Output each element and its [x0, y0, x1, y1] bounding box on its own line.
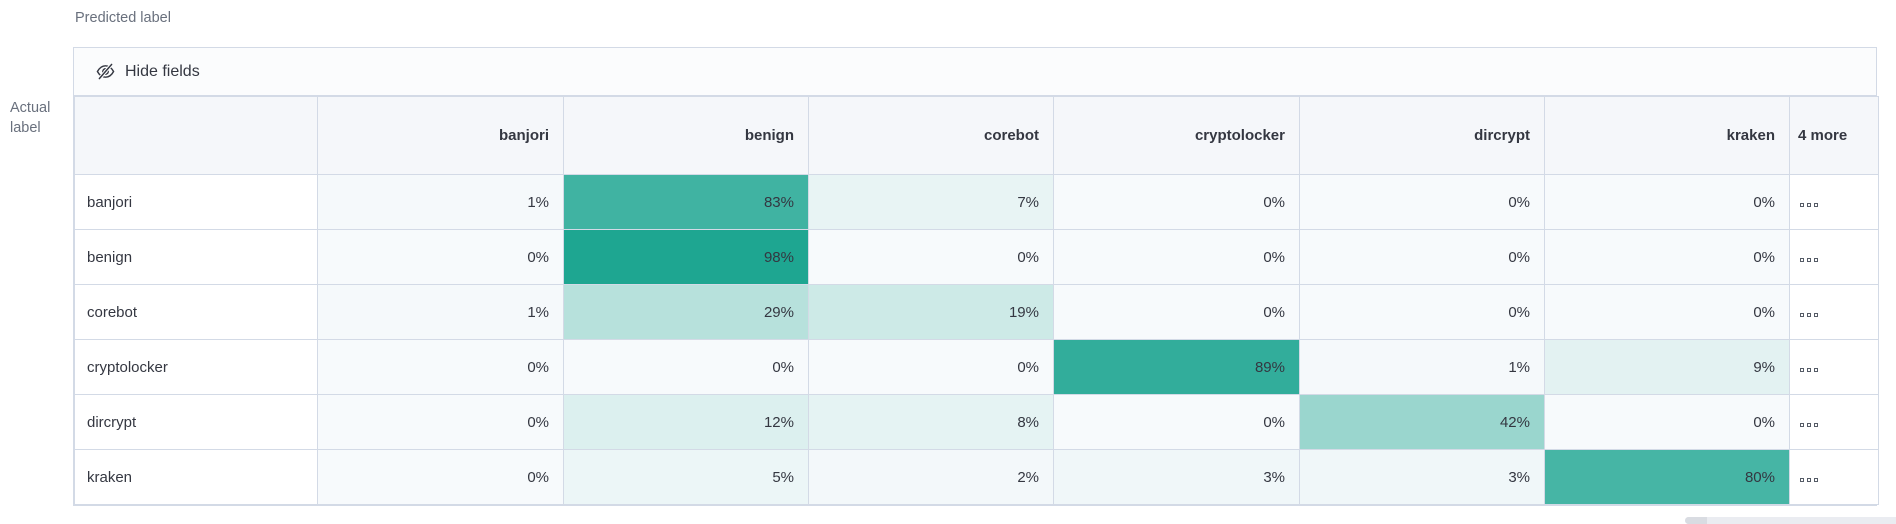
- column-header-cryptolocker[interactable]: cryptolocker: [1053, 96, 1300, 175]
- row-label-cryptolocker: cryptolocker: [74, 339, 318, 395]
- cell-kraken-kraken: 80%: [1544, 449, 1790, 505]
- cell-dircrypt-benign: 12%: [563, 394, 809, 450]
- cell-kraken-benign: 5%: [563, 449, 809, 505]
- predicted-axis-label: Predicted label: [75, 10, 171, 26]
- row-label-dircrypt: dircrypt: [74, 394, 318, 450]
- more-columns-header[interactable]: 4 more: [1789, 96, 1879, 175]
- cell-benign-cryptolocker: 0%: [1053, 229, 1300, 285]
- actual-axis-label-line1: Actual: [10, 100, 51, 116]
- cell-cryptolocker-benign: 0%: [563, 339, 809, 395]
- more-cells-button-banjori[interactable]: [1789, 174, 1879, 230]
- cell-corebot-corebot: 19%: [808, 284, 1054, 340]
- cell-banjori-banjori: 1%: [317, 174, 564, 230]
- cell-dircrypt-corebot: 8%: [808, 394, 1054, 450]
- cell-kraken-dircrypt: 3%: [1299, 449, 1545, 505]
- boxes-horizontal-icon: [1800, 257, 1818, 262]
- matrix-header-row: banjori benign corebot cryptolocker dircrypt…: [74, 96, 1879, 175]
- cell-cryptolocker-kraken: 9%: [1544, 339, 1790, 395]
- cell-benign-benign: 98%: [563, 229, 809, 285]
- more-cells-button-kraken[interactable]: [1789, 449, 1879, 505]
- boxes-horizontal-icon: [1800, 202, 1818, 207]
- column-header-kraken[interactable]: kraken: [1544, 96, 1790, 175]
- cell-corebot-banjori: 1%: [317, 284, 564, 340]
- cell-benign-kraken: 0%: [1544, 229, 1790, 285]
- column-header-benign[interactable]: benign: [563, 96, 809, 175]
- cell-kraken-corebot: 2%: [808, 449, 1054, 505]
- cell-dircrypt-cryptolocker: 0%: [1053, 394, 1300, 450]
- cell-cryptolocker-cryptolocker: 89%: [1053, 339, 1300, 395]
- cell-corebot-cryptolocker: 0%: [1053, 284, 1300, 340]
- hide-fields-label: Hide fields: [125, 62, 200, 80]
- grid-toolbar: Hide fields: [74, 48, 1876, 96]
- boxes-horizontal-icon: [1800, 367, 1818, 372]
- column-header-dircrypt[interactable]: dircrypt: [1299, 96, 1545, 175]
- row-label-banjori: banjori: [74, 174, 318, 230]
- column-header-banjori[interactable]: banjori: [317, 96, 564, 175]
- cell-benign-banjori: 0%: [317, 229, 564, 285]
- cell-kraken-banjori: 0%: [317, 449, 564, 505]
- cell-banjori-kraken: 0%: [1544, 174, 1790, 230]
- column-header-corebot[interactable]: corebot: [808, 96, 1054, 175]
- cell-benign-dircrypt: 0%: [1299, 229, 1545, 285]
- cell-corebot-benign: 29%: [563, 284, 809, 340]
- cell-banjori-benign: 83%: [563, 174, 809, 230]
- confusion-matrix-table: banjori benign corebot cryptolocker dircrypt…: [74, 96, 1879, 505]
- matrix-row-kraken: kraken 0% 5% 2% 3% 3% 80%: [74, 449, 1879, 505]
- row-label-benign: benign: [74, 229, 318, 285]
- boxes-horizontal-icon: [1800, 477, 1818, 482]
- more-cells-button-cryptolocker[interactable]: [1789, 339, 1879, 395]
- scrollbar-cap: [1685, 517, 1707, 524]
- cell-banjori-corebot: 7%: [808, 174, 1054, 230]
- more-cells-button-dircrypt[interactable]: [1789, 394, 1879, 450]
- boxes-horizontal-icon: [1800, 422, 1818, 427]
- cell-corebot-kraken: 0%: [1544, 284, 1790, 340]
- cell-benign-corebot: 0%: [808, 229, 1054, 285]
- cell-dircrypt-dircrypt: 42%: [1299, 394, 1545, 450]
- cell-kraken-cryptolocker: 3%: [1053, 449, 1300, 505]
- hide-fields-button[interactable]: Hide fields: [74, 62, 200, 81]
- matrix-row-corebot: corebot 1% 29% 19% 0% 0% 0%: [74, 284, 1879, 340]
- more-cells-button-corebot[interactable]: [1789, 284, 1879, 340]
- matrix-row-benign: benign 0% 98% 0% 0% 0% 0%: [74, 229, 1879, 285]
- matrix-row-banjori: banjori 1% 83% 7% 0% 0% 0%: [74, 174, 1879, 230]
- confusion-matrix-panel: Hide fields banjori benign corebot cryptolo…: [73, 47, 1879, 506]
- corner-header-cell: [74, 96, 318, 175]
- matrix-body: banjori 1% 83% 7% 0% 0% 0% benign 0% 98% 0% 0% 0% 0% c…: [74, 174, 1879, 505]
- matrix-row-dircrypt: dircrypt 0% 12% 8% 0% 42% 0%: [74, 394, 1879, 450]
- cell-cryptolocker-dircrypt: 1%: [1299, 339, 1545, 395]
- matrix-row-cryptolocker: cryptolocker 0% 0% 0% 89% 1% 9%: [74, 339, 1879, 395]
- cell-banjori-cryptolocker: 0%: [1053, 174, 1300, 230]
- cell-banjori-dircrypt: 0%: [1299, 174, 1545, 230]
- horizontal-scrollbar-thumb[interactable]: [1685, 517, 1896, 524]
- actual-axis-label-line2: label: [10, 120, 41, 136]
- row-label-corebot: corebot: [74, 284, 318, 340]
- more-cells-button-benign[interactable]: [1789, 229, 1879, 285]
- cell-cryptolocker-banjori: 0%: [317, 339, 564, 395]
- cell-cryptolocker-corebot: 0%: [808, 339, 1054, 395]
- eye-slash-icon: [96, 62, 115, 81]
- boxes-horizontal-icon: [1800, 312, 1818, 317]
- cell-dircrypt-kraken: 0%: [1544, 394, 1790, 450]
- row-label-kraken: kraken: [74, 449, 318, 505]
- cell-dircrypt-banjori: 0%: [317, 394, 564, 450]
- cell-corebot-dircrypt: 0%: [1299, 284, 1545, 340]
- actual-axis-label: Actual label: [10, 98, 70, 138]
